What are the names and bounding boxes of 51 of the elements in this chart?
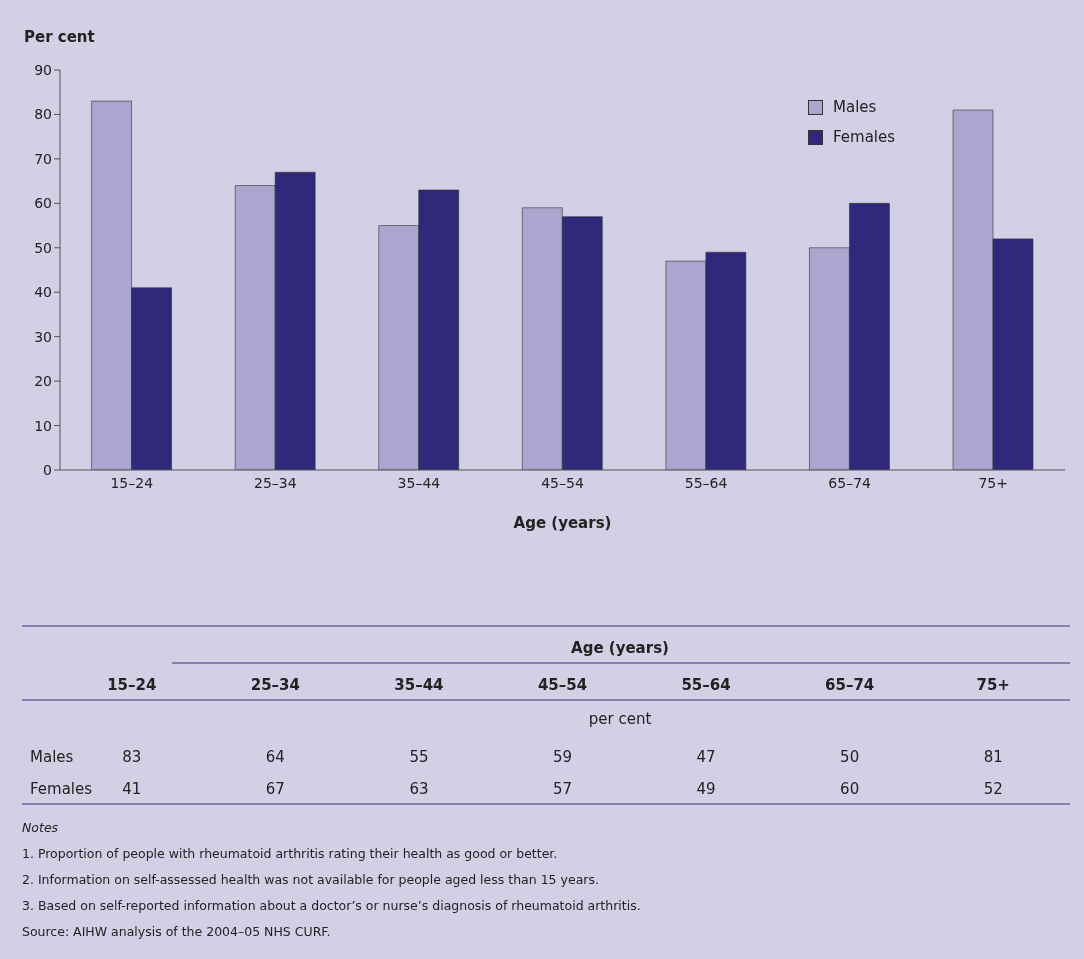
data-label: 49 xyxy=(696,780,716,798)
data-label: 59 xyxy=(552,748,573,766)
data-label: 81 xyxy=(983,748,1003,766)
text: per cent xyxy=(588,710,652,728)
data-label: 52 xyxy=(983,780,1003,798)
data-label: 60 xyxy=(840,780,860,798)
legend-label: Males xyxy=(833,98,877,116)
category-label: 65–74 xyxy=(825,676,875,694)
x-tick-label: 35–44 xyxy=(397,474,441,491)
y-tick-label: 30 xyxy=(34,328,52,345)
y-tick-label: 0 xyxy=(43,461,52,478)
y-tick-label: 60 xyxy=(34,195,52,212)
y-axis-title: Per cent xyxy=(24,28,95,46)
y-tick-label: 20 xyxy=(34,373,52,390)
data-label: 67 xyxy=(265,780,285,798)
category-label: 75+ xyxy=(976,676,1010,694)
text: 1. Proportion of people with rheumatoid arthritis rating their health as good or better. xyxy=(22,846,559,861)
text: 3. Based on self-reported information about a doctor’s or nurse’s diagnosis of rheumatoid arthritis. xyxy=(22,898,642,913)
legend-label: Females xyxy=(833,128,896,146)
data-label: 55 xyxy=(409,748,429,766)
x-tick-label: 45–54 xyxy=(541,474,584,491)
x-tick-label: 15–24 xyxy=(110,474,154,491)
text: Age (years) xyxy=(571,639,669,657)
data-label: 63 xyxy=(409,780,429,798)
x-tick-label: 55–64 xyxy=(684,474,728,491)
source-note: Source: AIHW analysis of the 2004–05 NHS CURF. xyxy=(22,924,332,939)
data-label: 50 xyxy=(840,748,860,766)
x-tick-label: 65–74 xyxy=(828,474,872,491)
data-label: 57 xyxy=(552,780,573,798)
y-tick-label: 50 xyxy=(34,239,52,256)
y-tick-label: 70 xyxy=(34,150,52,167)
text: Notes xyxy=(22,820,60,835)
data-label: 64 xyxy=(265,748,285,766)
text: Males xyxy=(30,748,74,766)
y-tick-label: 90 xyxy=(34,61,52,78)
x-tick-label: 75+ xyxy=(978,474,1008,491)
data-label: 41 xyxy=(122,780,142,798)
x-axis-title: Age (years) xyxy=(513,514,612,532)
category-label: 35–44 xyxy=(394,676,444,694)
category-label: 25–34 xyxy=(250,676,300,694)
text: Females xyxy=(30,780,93,798)
y-tick-label: 80 xyxy=(34,106,52,123)
data-label: 47 xyxy=(696,748,716,766)
category-label: 55–64 xyxy=(681,676,731,694)
y-tick-label: 10 xyxy=(34,417,52,434)
category-label: 15–24 xyxy=(107,676,157,694)
x-tick-label: 25–34 xyxy=(254,474,297,491)
data-label: 83 xyxy=(122,748,142,766)
text: 2. Information on self-assessed health was not available for people aged less than 15 years. xyxy=(22,872,600,887)
category-label: 45–54 xyxy=(537,676,588,694)
y-tick-label: 40 xyxy=(34,284,52,301)
